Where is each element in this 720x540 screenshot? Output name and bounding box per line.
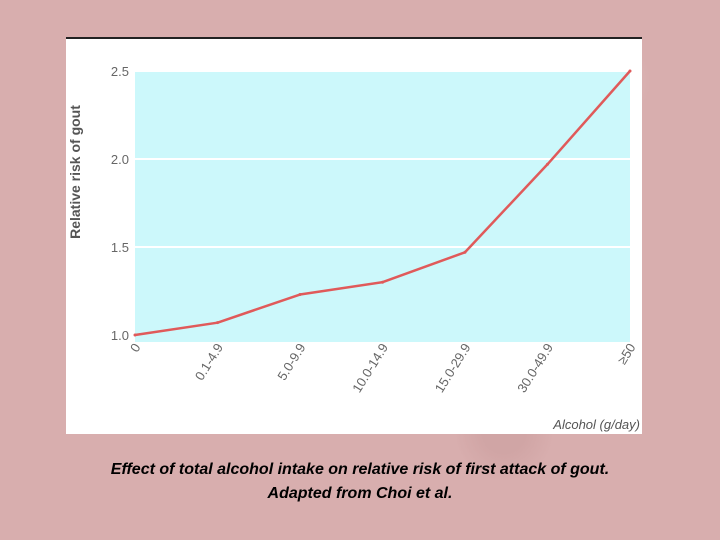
caption-line-2: Adapted from Choi et al. [267, 485, 453, 502]
x-tick-label: 10.0-14.9 [349, 341, 391, 396]
plot-area [135, 71, 630, 342]
x-tick-label: 30.0-49.9 [514, 341, 556, 396]
data-point [381, 280, 384, 284]
x-tick-label: 5.0-9.9 [274, 341, 308, 383]
y-tick-label: 1.0 [111, 328, 129, 343]
y-tick-label: 2.5 [111, 64, 129, 79]
figure-caption: Effect of total alcohol intake on relati… [20, 458, 700, 506]
data-point [628, 69, 632, 73]
x-tick-label: 15.0-29.9 [432, 341, 474, 396]
x-tick-labels: 0 0.1-4.9 5.0-9.9 10.0-14.9 15.0-29.9 30.0-49… [127, 341, 639, 396]
x-tick-label: ≥50 [614, 341, 638, 367]
chart-panel: 1.0 1.5 2.0 2.5 0 0.1-4.9 5.0-9.9 10.0-14.9 15.… [66, 37, 642, 434]
data-point [216, 321, 219, 325]
gridlines [135, 70, 630, 248]
y-tick-label: 2.0 [111, 152, 129, 167]
caption-line-1: Effect of total alcohol intake on relati… [110, 461, 610, 478]
data-point [463, 250, 467, 254]
data-point [546, 162, 549, 166]
series-layer [133, 69, 632, 337]
y-axis-title: Relative risk of gout [67, 105, 83, 239]
gout-risk-line-chart: 1.0 1.5 2.0 2.5 0 0.1-4.9 5.0-9.9 10.0-14.9 15.… [67, 64, 640, 432]
x-tick-label: 0.1-4.9 [192, 341, 226, 383]
x-tick-label: 0 [127, 341, 144, 355]
data-point [298, 293, 302, 297]
y-tick-label: 1.5 [111, 240, 129, 255]
y-tick-labels: 1.0 1.5 2.0 2.5 [111, 64, 129, 343]
data-point [133, 333, 137, 337]
x-axis-title: Alcohol (g/day) [552, 417, 640, 432]
